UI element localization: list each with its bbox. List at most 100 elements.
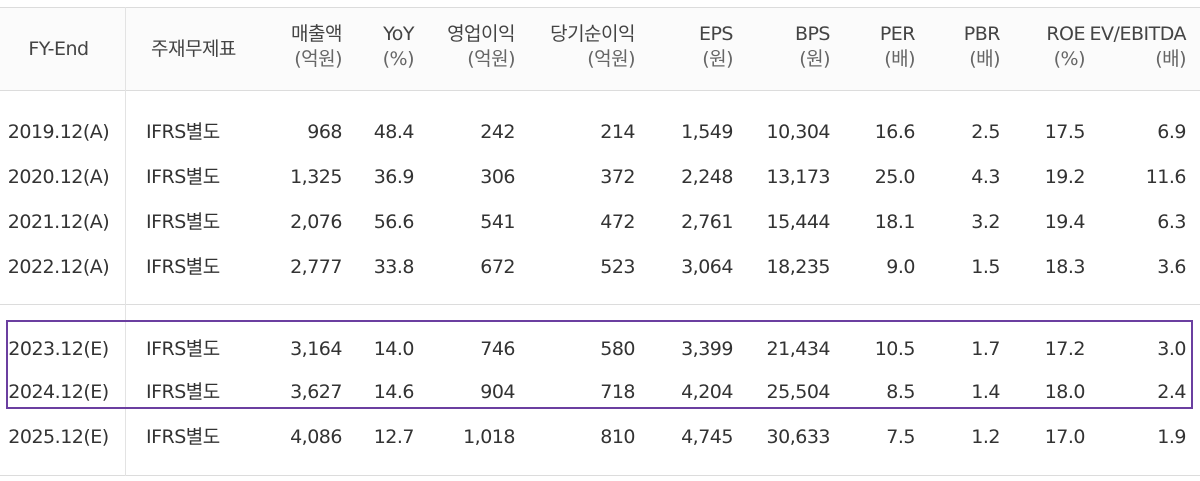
column-header-unit: (억원) xyxy=(467,48,515,70)
column-header-unit: (억원) xyxy=(294,48,342,70)
table-cell: IFRS별도 xyxy=(146,381,220,403)
table-cell: 672 xyxy=(480,256,515,278)
column-header-4: 영업이익 (억원) xyxy=(420,22,515,72)
table-cell: 3,399 xyxy=(681,338,733,360)
table-cell: 1.4 xyxy=(971,381,1000,403)
forecast-highlight-box xyxy=(6,320,1193,409)
table-cell: 6.3 xyxy=(1157,211,1186,233)
table-cell: 33.8 xyxy=(373,256,415,278)
table-cell: 3,164 xyxy=(290,338,342,360)
table-cell: 2,761 xyxy=(681,211,733,233)
table-cell: 541 xyxy=(480,211,515,233)
table-cell: 242 xyxy=(480,121,515,143)
table-cell: 1.5 xyxy=(971,256,1000,278)
table-cell: 21,434 xyxy=(766,338,831,360)
table-cell: 1.2 xyxy=(971,426,1000,448)
column-header-label: BPS xyxy=(794,23,831,45)
table-top-border xyxy=(0,7,1200,8)
table-cell: 580 xyxy=(600,338,635,360)
column-header-label: EPS xyxy=(698,23,734,45)
column-header-label: 당기순이익 xyxy=(550,23,635,45)
column-header-5: 당기순이익 (억원) xyxy=(520,22,635,72)
table-cell: 2,248 xyxy=(681,166,733,188)
column-header-unit: (%) xyxy=(1053,48,1086,70)
table-cell: 6.9 xyxy=(1157,121,1186,143)
header-bottom-border xyxy=(0,90,1200,91)
table-cell: 810 xyxy=(600,426,635,448)
table-cell: 4,086 xyxy=(290,426,342,448)
table-cell: 2,777 xyxy=(290,256,342,278)
table-cell: 746 xyxy=(480,338,515,360)
table-cell: 18,235 xyxy=(766,256,831,278)
table-cell: 56.6 xyxy=(373,211,415,233)
column-header-unit: (억원) xyxy=(587,48,635,70)
table-cell: 3.0 xyxy=(1157,338,1186,360)
table-cell: 14.0 xyxy=(373,338,415,360)
table-cell: 4,745 xyxy=(681,426,733,448)
column-header-label: PER xyxy=(879,23,916,45)
table-cell: 2023.12(E) xyxy=(8,338,109,360)
table-cell: 523 xyxy=(600,256,635,278)
header-background xyxy=(0,7,1200,91)
table-cell: 18.0 xyxy=(1044,381,1086,403)
table-cell: 472 xyxy=(600,211,635,233)
table-cell: 25.0 xyxy=(874,166,916,188)
table-cell: 3,627 xyxy=(290,381,342,403)
table-cell: 718 xyxy=(600,381,635,403)
column-header-unit: (원) xyxy=(799,48,830,70)
table-cell: 19.2 xyxy=(1044,166,1086,188)
table-cell: 1,018 xyxy=(463,426,515,448)
column-header-unit: (배) xyxy=(1155,48,1186,70)
column-header-1: 주재무제표 xyxy=(151,37,261,62)
table-bottom-border xyxy=(0,475,1200,476)
column-header-2: 매출액 (억원) xyxy=(255,22,342,72)
table-cell: 17.5 xyxy=(1044,121,1086,143)
table-cell: 2019.12(A) xyxy=(7,121,110,143)
table-cell: 306 xyxy=(480,166,515,188)
table-cell: 7.5 xyxy=(886,426,915,448)
table-cell: 16.6 xyxy=(874,121,916,143)
table-cell: 3,064 xyxy=(681,256,733,278)
table-cell: 372 xyxy=(600,166,635,188)
table-cell: 4,204 xyxy=(681,381,733,403)
table-cell: IFRS별도 xyxy=(146,256,220,278)
table-cell: 904 xyxy=(480,381,515,403)
table-cell: 3.2 xyxy=(971,211,1000,233)
column-header-unit: (배) xyxy=(969,48,1000,70)
table-cell: 10.5 xyxy=(874,338,916,360)
column-header-3: YoY (%) xyxy=(350,22,415,72)
column-header-7: BPS (원) xyxy=(740,22,831,72)
column-header-0: FY-End xyxy=(0,37,117,62)
column-header-8: PER (배) xyxy=(830,22,916,72)
table-cell: 2.4 xyxy=(1157,381,1186,403)
column-header-label: 주재무제표 xyxy=(151,38,236,60)
table-cell: 36.9 xyxy=(373,166,415,188)
table-cell: 214 xyxy=(600,121,635,143)
column-header-label: PBR xyxy=(963,23,1001,45)
table-cell: 3.6 xyxy=(1157,256,1186,278)
table-cell: 11.6 xyxy=(1145,166,1187,188)
section-divider xyxy=(0,304,1200,305)
column-header-6: EPS (원) xyxy=(645,22,734,72)
table-cell: IFRS별도 xyxy=(146,426,220,448)
table-cell: 8.5 xyxy=(886,381,915,403)
column-header-label: 영업이익 xyxy=(447,23,515,45)
column-header-unit: (%) xyxy=(382,48,415,70)
table-cell: 1.7 xyxy=(971,338,1000,360)
table-cell: IFRS별도 xyxy=(146,338,220,360)
column-header-label: 매출액 xyxy=(291,23,342,45)
column-header-label: FY-End xyxy=(28,38,89,60)
table-cell: 18.1 xyxy=(874,211,916,233)
table-cell: IFRS별도 xyxy=(146,121,220,143)
table-cell: 30,633 xyxy=(766,426,831,448)
table-cell: 2020.12(A) xyxy=(7,166,110,188)
table-cell: 2022.12(A) xyxy=(7,256,110,278)
table-cell: 1,325 xyxy=(290,166,342,188)
table-cell: 9.0 xyxy=(886,256,915,278)
column-header-9: PBR (배) xyxy=(915,22,1001,72)
table-cell: 2025.12(E) xyxy=(8,426,109,448)
table-cell: 18.3 xyxy=(1044,256,1086,278)
table-cell: 19.4 xyxy=(1044,211,1086,233)
table-cell: 2021.12(A) xyxy=(7,211,110,233)
